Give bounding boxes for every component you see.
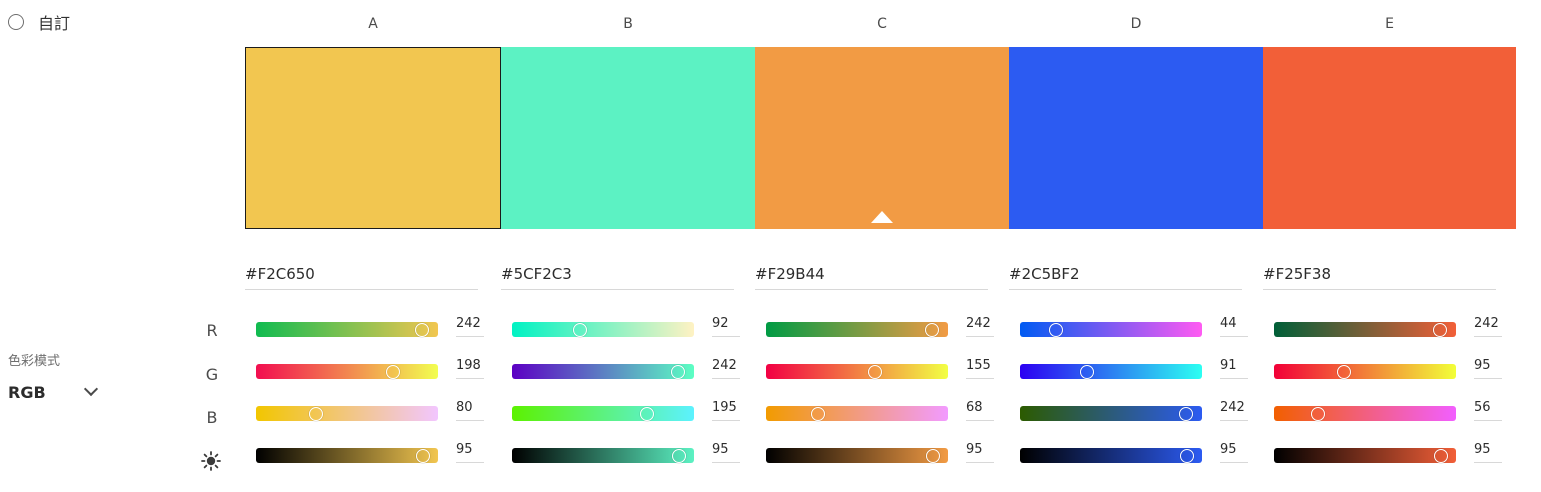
value-input-b-d[interactable]: 242: [1220, 400, 1248, 421]
slider-track-b-a[interactable]: [256, 406, 438, 421]
color-swatch-a[interactable]: [245, 47, 501, 229]
value-input-b-e[interactable]: 56: [1474, 400, 1502, 421]
color-swatch-b[interactable]: [501, 47, 755, 229]
slider-thumb-brightness-b[interactable]: [671, 448, 686, 463]
slider-track-r-a[interactable]: [256, 322, 438, 337]
slider-thumb-brightness-c[interactable]: [925, 448, 940, 463]
value-input-brightness-b[interactable]: 95: [712, 442, 740, 463]
radio-button[interactable]: [8, 14, 24, 30]
slider-thumb-r-b[interactable]: [572, 322, 587, 337]
slider-thumb-g-c[interactable]: [868, 364, 883, 379]
value-input-b-a[interactable]: 80: [456, 400, 484, 421]
slider-track-r-e[interactable]: [1274, 322, 1456, 337]
value-input-r-a[interactable]: 242: [456, 316, 484, 337]
slider-thumb-r-e[interactable]: [1433, 322, 1448, 337]
slider-thumb-brightness-e[interactable]: [1433, 448, 1448, 463]
custom-option[interactable]: 自訂: [8, 10, 70, 34]
value-input-r-c[interactable]: 242: [966, 316, 994, 337]
slider-track-r-b[interactable]: [512, 322, 694, 337]
slider-track-b-c[interactable]: [766, 406, 948, 421]
color-swatch-d[interactable]: [1009, 47, 1263, 229]
value-input-brightness-e[interactable]: 95: [1474, 442, 1502, 463]
slider-track-b-e[interactable]: [1274, 406, 1456, 421]
slider-track-brightness-a[interactable]: [256, 448, 438, 463]
slider-track-g-b[interactable]: [512, 364, 694, 379]
hex-input-b[interactable]: #5CF2C3: [501, 265, 734, 290]
value-input-g-b[interactable]: 242: [712, 358, 740, 379]
value-input-r-e[interactable]: 242: [1474, 316, 1502, 337]
slider-thumb-b-a[interactable]: [308, 406, 323, 421]
slider-thumb-b-e[interactable]: [1310, 406, 1325, 421]
slider-thumb-r-a[interactable]: [415, 322, 430, 337]
slider-thumb-b-b[interactable]: [640, 406, 655, 421]
hex-input-c[interactable]: #F29B44: [755, 265, 988, 290]
slider-track-brightness-d[interactable]: [1020, 448, 1202, 463]
slider-thumb-g-a[interactable]: [386, 364, 401, 379]
slider-track-brightness-b[interactable]: [512, 448, 694, 463]
color-swatch-c[interactable]: [755, 47, 1009, 229]
slider-thumb-b-d[interactable]: [1179, 406, 1194, 421]
hex-input-a[interactable]: #F2C650: [245, 265, 478, 290]
color-swatch-e[interactable]: [1263, 47, 1516, 229]
slider-thumb-brightness-d[interactable]: [1179, 448, 1194, 463]
slider-thumb-b-c[interactable]: [810, 406, 825, 421]
value-input-brightness-a[interactable]: 95: [456, 442, 484, 463]
slider-thumb-r-d[interactable]: [1048, 322, 1063, 337]
value-input-r-d[interactable]: 44: [1220, 316, 1248, 337]
value-input-b-c[interactable]: 68: [966, 400, 994, 421]
column-label-e: E: [1385, 16, 1394, 32]
value-input-g-a[interactable]: 198: [456, 358, 484, 379]
base-color-marker-icon: [871, 211, 893, 223]
slider-track-r-c[interactable]: [766, 322, 948, 337]
column-label-b: B: [623, 16, 633, 32]
slider-track-b-d[interactable]: [1020, 406, 1202, 421]
slider-track-brightness-e[interactable]: [1274, 448, 1456, 463]
slider-thumb-r-c[interactable]: [925, 322, 940, 337]
value-input-r-b[interactable]: 92: [712, 316, 740, 337]
slider-track-b-b[interactable]: [512, 406, 694, 421]
value-input-g-c[interactable]: 155: [966, 358, 994, 379]
value-input-g-d[interactable]: 91: [1220, 358, 1248, 379]
slider-thumb-g-d[interactable]: [1079, 364, 1094, 379]
value-input-brightness-c[interactable]: 95: [966, 442, 994, 463]
value-input-g-e[interactable]: 95: [1474, 358, 1502, 379]
column-label-a: A: [368, 16, 378, 32]
slider-thumb-g-b[interactable]: [671, 364, 686, 379]
slider-track-g-c[interactable]: [766, 364, 948, 379]
sun-icon: [201, 451, 221, 471]
value-input-brightness-d[interactable]: 95: [1220, 442, 1248, 463]
slider-thumb-brightness-a[interactable]: [415, 448, 430, 463]
value-input-b-b[interactable]: 195: [712, 400, 740, 421]
hex-input-e[interactable]: #F25F38: [1263, 265, 1496, 290]
custom-option-label: 自訂: [38, 14, 71, 33]
slider-track-r-d[interactable]: [1020, 322, 1202, 337]
color-mode-caption: 色彩模式: [8, 354, 61, 369]
slider-thumb-g-e[interactable]: [1336, 364, 1351, 379]
channel-label-b: B: [206, 408, 218, 427]
slider-track-g-a[interactable]: [256, 364, 438, 379]
channel-label-r: R: [206, 321, 218, 340]
slider-track-g-e[interactable]: [1274, 364, 1456, 379]
column-label-d: D: [1130, 16, 1142, 32]
column-label-c: C: [877, 16, 887, 32]
channel-label-g: G: [205, 365, 219, 384]
hex-input-d[interactable]: #2C5BF2: [1009, 265, 1242, 290]
color-mode-select[interactable]: RGB: [8, 383, 46, 402]
chevron-down-icon[interactable]: [83, 381, 99, 397]
slider-track-brightness-c[interactable]: [766, 448, 948, 463]
slider-track-g-d[interactable]: [1020, 364, 1202, 379]
